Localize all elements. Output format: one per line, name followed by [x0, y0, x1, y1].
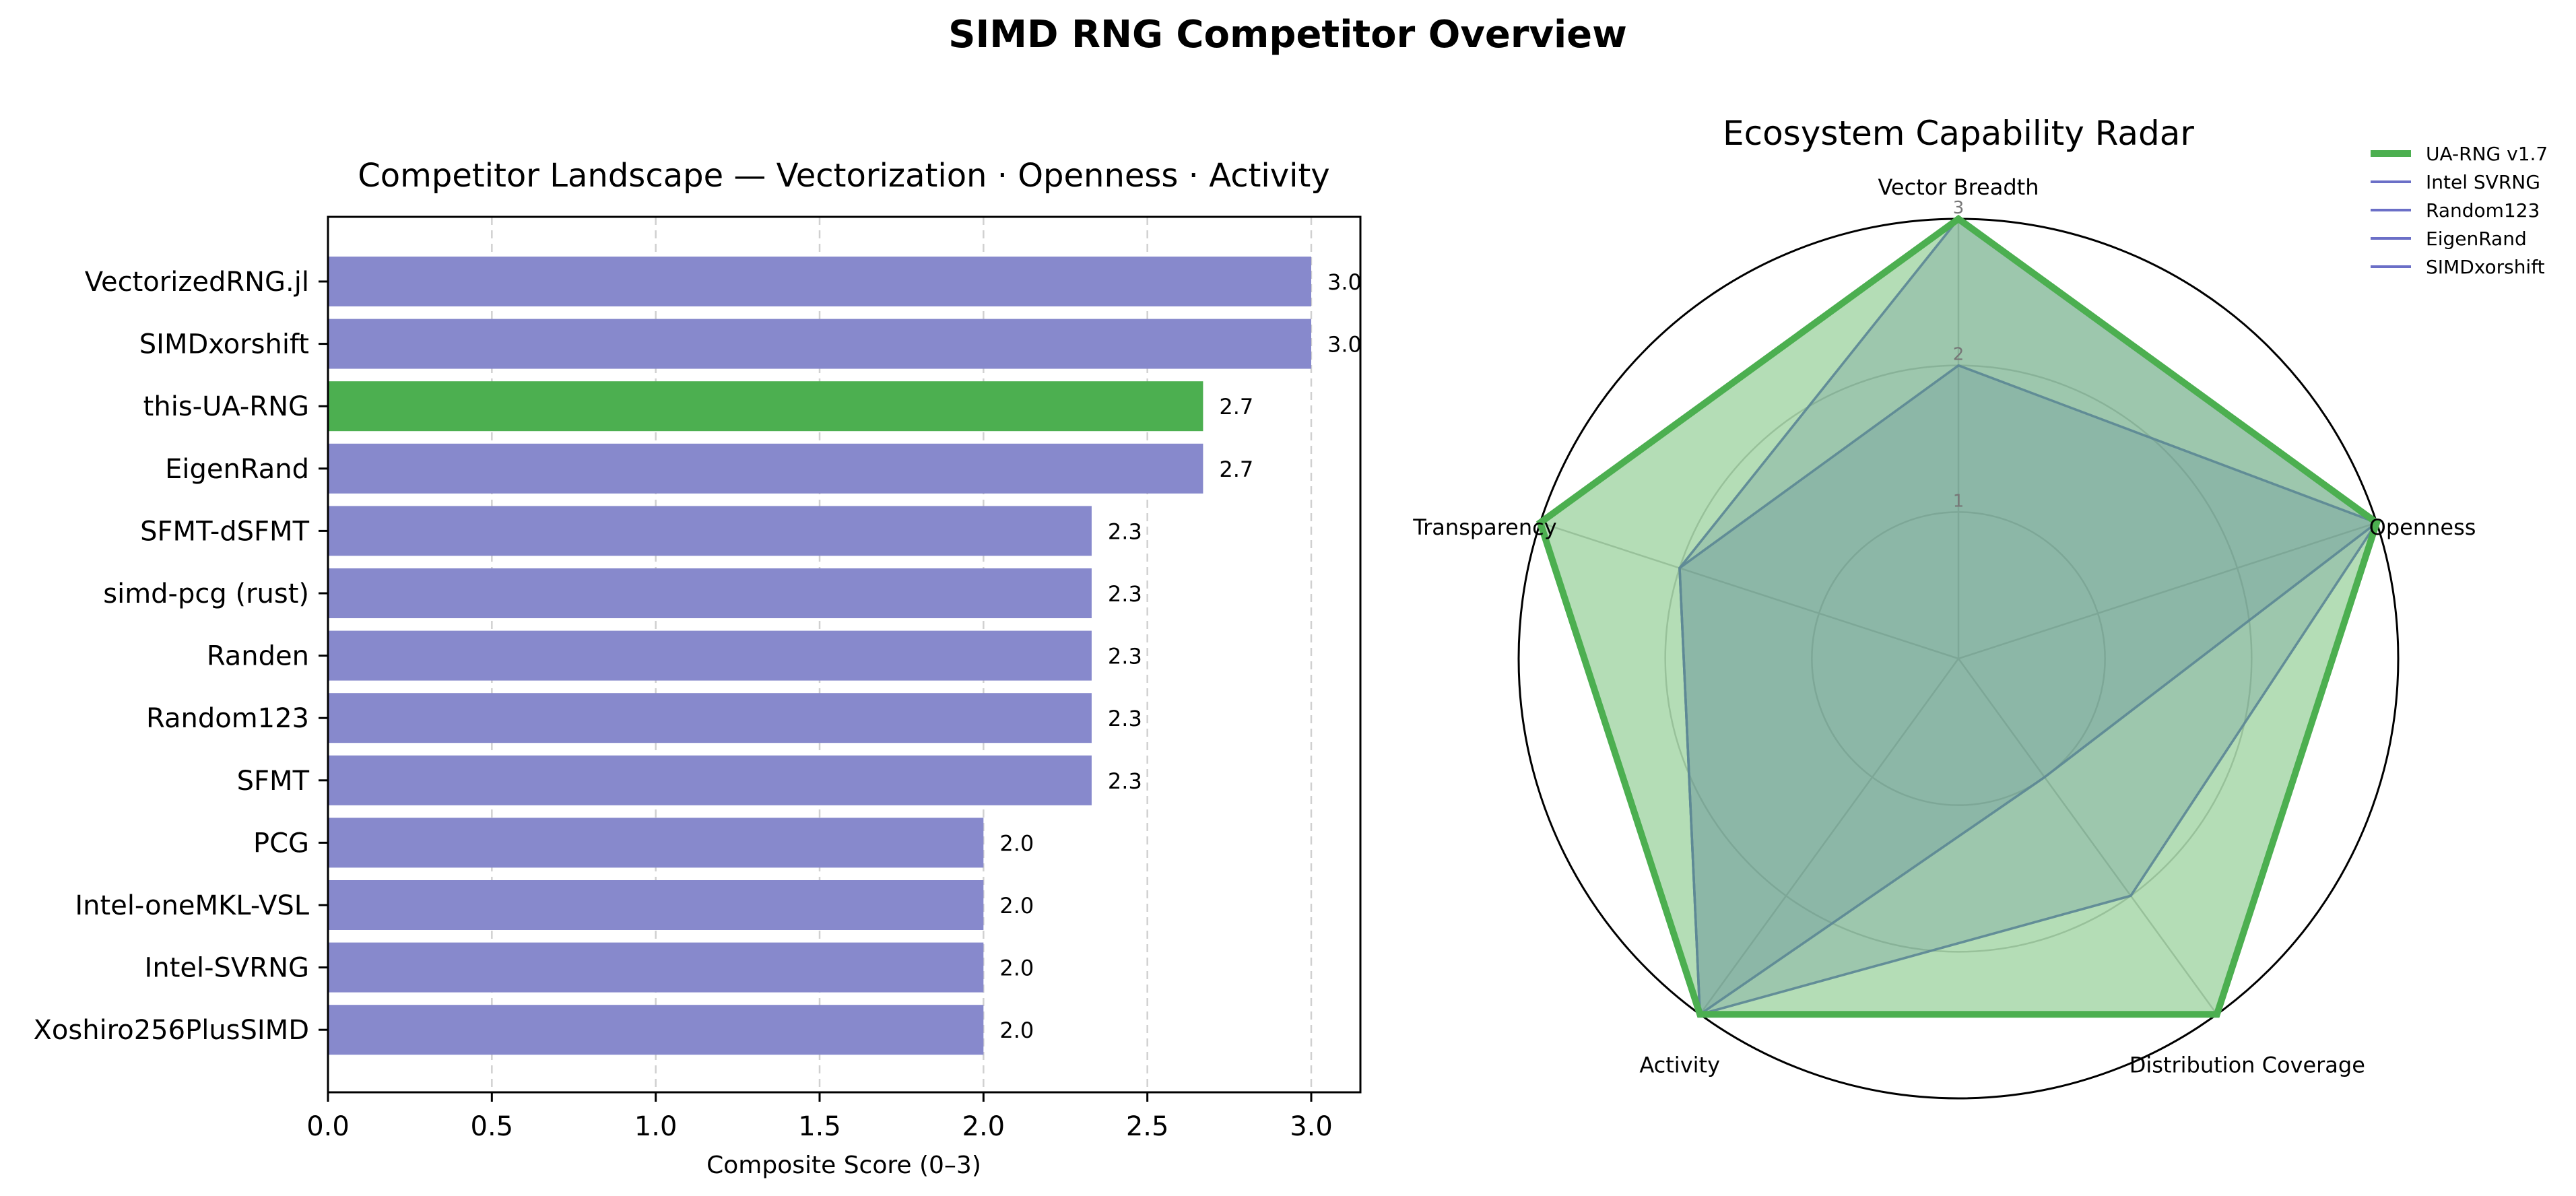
bar — [328, 319, 1311, 369]
y-tick-label: Randen — [207, 641, 309, 672]
bar — [328, 942, 984, 993]
y-tick-label: SFMT-dSFMT — [140, 516, 309, 547]
radar-spoke — [1957, 658, 2218, 1016]
legend-label: EigenRand — [2426, 228, 2527, 250]
bar-series: 3.0 3.0 2.7 2.7 2.3 2.3 2.3 2.3 2.3 2.0 2.0 2.0 2.0 — [328, 257, 1362, 1055]
bar — [328, 1005, 984, 1055]
bar — [328, 443, 1203, 494]
radar-line — [1678, 364, 2379, 1017]
y-tick-label: this-UA-RNG — [143, 391, 309, 422]
y-tick-label: Intel-SVRNG — [145, 953, 309, 984]
x-tick-label: 2.0 — [962, 1111, 1005, 1142]
radar-r-tick-label: 3 — [1953, 198, 1964, 218]
radar-axis-label: Transparency — [1412, 514, 1556, 540]
bar — [328, 506, 1092, 556]
x-tick-label: 1.5 — [798, 1111, 841, 1142]
bar-chart: Competitor Landscape — Vectorization · O… — [34, 157, 1362, 1179]
y-tick-label: Random123 — [146, 703, 309, 734]
legend-label: Intel SVRNG — [2426, 171, 2540, 193]
bar-plot-frame — [327, 215, 1362, 1094]
radar-axis-label: Distribution Coverage — [2129, 1052, 2365, 1077]
y-tick-label: SIMDxorshift — [139, 329, 309, 360]
x-tick-label: 0.0 — [306, 1111, 350, 1142]
bar — [328, 257, 1311, 306]
bar-value-label: 2.7 — [1219, 394, 1253, 420]
bar — [328, 381, 1203, 432]
radar-area — [1540, 219, 2377, 1015]
bar-value-label: 2.3 — [1108, 644, 1142, 669]
radar-area — [1679, 219, 2377, 1015]
y-tick-label: PCG — [253, 828, 309, 859]
y-tick-label: simd-pcg (rust) — [103, 578, 309, 609]
x-tick-label: 1.0 — [634, 1111, 678, 1142]
radar-spoke — [1699, 658, 1960, 1016]
radar-chart-title: Ecosystem Capability Radar — [1723, 114, 2194, 153]
bar-value-label: 2.7 — [1219, 457, 1253, 482]
bar-value-label: 2.3 — [1108, 581, 1142, 607]
x-tick-label: 2.5 — [1126, 1111, 1169, 1142]
radar-area — [1679, 219, 2377, 1015]
bar-chart-title: Competitor Landscape — Vectorization · O… — [358, 157, 1329, 195]
radar-legend: UA-RNG v1.7 Intel SVRNG Random123 EigenRand… — [2371, 143, 2548, 278]
y-tick-label: Intel-oneMKL-VSL — [75, 890, 309, 921]
x-tick-label: 3.0 — [1290, 1111, 1333, 1142]
bar — [328, 630, 1092, 681]
radar-axis-label: Openness — [2369, 514, 2476, 540]
bar-value-label: 2.0 — [999, 893, 1034, 919]
bar-value-label: 2.0 — [999, 830, 1034, 856]
bar-value-label: 3.0 — [1327, 332, 1362, 358]
bar-value-label: 2.3 — [1108, 768, 1142, 794]
radar-r-tick-label: 1 — [1953, 491, 1964, 511]
radar-series — [1536, 214, 2381, 1018]
legend-label: Random123 — [2426, 199, 2540, 222]
y-tick-label: EigenRand — [165, 454, 309, 485]
bar-value-label: 2.3 — [1108, 706, 1142, 731]
radar-axis-label: Activity — [1639, 1052, 1720, 1077]
bar-axes: 0.0 0.5 1.0 1.5 2.0 2.5 3.0 VectorizedRNG.jl SIM… — [34, 267, 1333, 1142]
radar-area — [1679, 365, 2377, 1015]
legend-label: UA-RNG v1.7 — [2426, 143, 2548, 165]
radar-spoke — [1540, 522, 1959, 660]
bar-x-axis-label: Composite Score (0–3) — [706, 1152, 981, 1179]
radar-r-tick-label: 2 — [1953, 345, 1964, 365]
bar — [328, 818, 984, 868]
bar — [328, 693, 1092, 743]
y-tick-label: Xoshiro256PlusSIMD — [34, 1015, 310, 1046]
figure-title: SIMD RNG Competitor Overview — [948, 13, 1627, 57]
y-tick-label: VectorizedRNG.jl — [85, 267, 309, 298]
radar-axis-label: Vector Breadth — [1878, 174, 2039, 200]
legend-label: SIMDxorshift — [2426, 256, 2545, 278]
bar-value-label: 2.3 — [1108, 519, 1142, 544]
x-tick-label: 0.5 — [471, 1111, 514, 1142]
bar-value-label: 2.0 — [999, 956, 1034, 981]
bar — [328, 880, 984, 930]
bar-value-label: 2.0 — [999, 1018, 1034, 1043]
bar — [328, 568, 1092, 618]
radar-spoke — [1958, 522, 2377, 660]
radar-line — [1536, 214, 2381, 1018]
radar-area — [1679, 365, 2377, 1015]
y-tick-label: SFMT — [237, 766, 310, 797]
bar-value-label: 3.0 — [1327, 269, 1362, 295]
bar — [328, 755, 1092, 805]
